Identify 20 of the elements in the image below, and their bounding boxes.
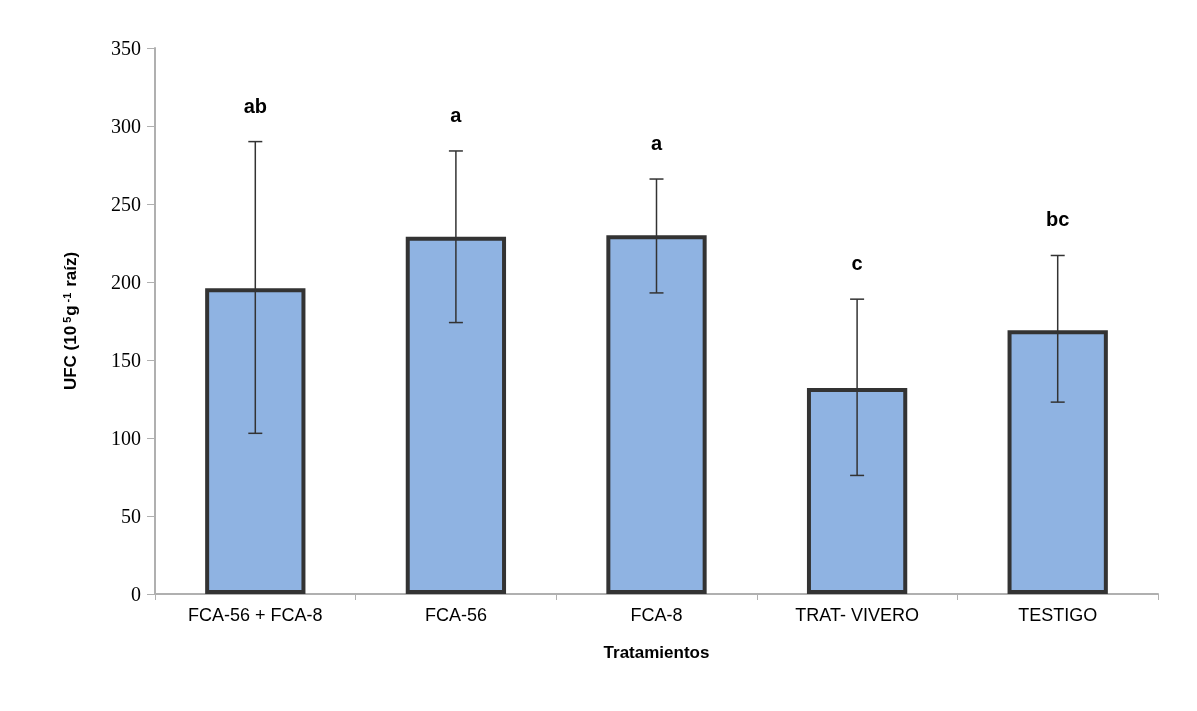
x-tick-label: FCA-56 + FCA-8 <box>188 605 323 625</box>
y-axis-title: UFC (105g-1 raíz) <box>60 251 80 391</box>
x-tick-label: FCA-8 <box>630 605 683 625</box>
x-axis-title: Tratamientos <box>603 643 710 662</box>
annotation: c <box>851 252 863 275</box>
y-tick-label: 0 <box>131 583 141 605</box>
y-tick-label: 350 <box>111 37 141 59</box>
x-tick-label: FCA-56 <box>424 605 487 625</box>
y-tick-label: 200 <box>111 271 141 293</box>
y-tick-label: 100 <box>111 427 141 449</box>
annotation: ab <box>243 94 267 117</box>
y-tick-label: 150 <box>111 349 141 371</box>
x-tick-label: TRAT- VIVERO <box>795 605 919 625</box>
y-tick-label: 300 <box>111 115 141 137</box>
annotation: a <box>450 103 463 126</box>
x-tick-label: TESTIGO <box>1018 605 1098 625</box>
annotation: a <box>650 132 663 155</box>
annotation: bc <box>1046 208 1070 231</box>
y-tick-label: 250 <box>111 193 141 215</box>
y-tick-label: 50 <box>121 505 141 527</box>
